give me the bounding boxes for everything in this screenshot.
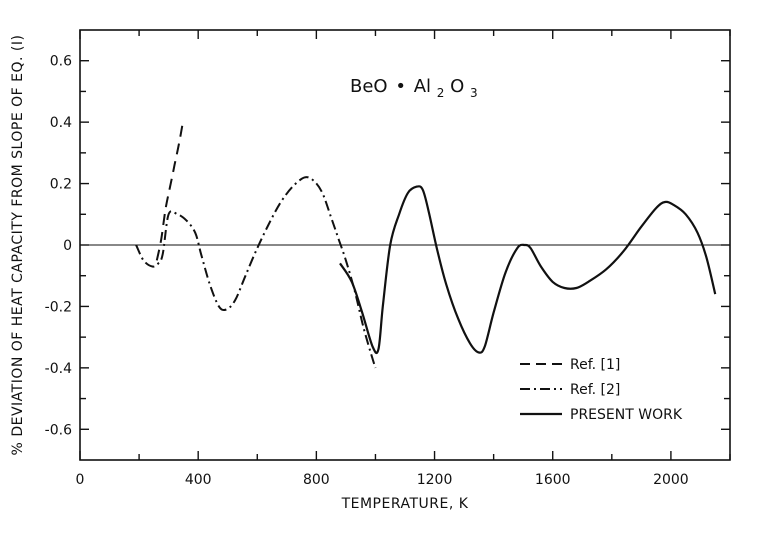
series-line-0 [155,118,185,261]
y-tick-label: 0 [63,238,72,254]
x-tick-label: 0 [76,472,85,488]
x-tick-label: 1200 [417,472,453,488]
y-tick-label: 0.4 [50,115,72,131]
chart-title: BeO • Al 2 O 3 [350,76,478,102]
title-o: O [450,76,464,97]
x-tick-label: 1600 [535,472,571,488]
y-tick-label: -0.6 [45,422,72,438]
x-axis-title: TEMPERATURE, K [341,496,469,512]
legend-label-ref2: Ref. [2] [570,382,620,398]
x-tick-label: 2000 [653,472,689,488]
series-line-1 [135,176,377,369]
series-group [135,118,717,369]
legend-label-ref1: Ref. [1] [570,357,620,373]
axis-ticks: 0 400 800 1200 1600 2000 0.6 0.4 0.2 0 -0.2 -0.4 -0.… [45,30,731,488]
y-tick-label: 0.2 [50,177,72,193]
y-tick-label: -0.2 [45,299,72,315]
legend: Ref. [1] Ref. [2] PRESENT WORK [520,357,683,423]
legend-label-present: PRESENT WORK [570,407,683,423]
y-tick-label: 0.6 [50,54,72,70]
title-dot: • [395,76,406,97]
x-tick-label: 800 [303,472,330,488]
y-tick-label: -0.4 [45,361,72,377]
title-sub1: 2 [437,86,445,100]
title-al: Al [414,76,431,97]
x-tick-label: 400 [185,472,212,488]
title-lead: BeO [350,76,388,97]
title-sub2: 3 [470,86,478,100]
y-axis-title: % DEVIATION OF HEAT CAPACITY FROM SLOPE … [10,35,26,456]
series-line-2 [339,185,717,355]
